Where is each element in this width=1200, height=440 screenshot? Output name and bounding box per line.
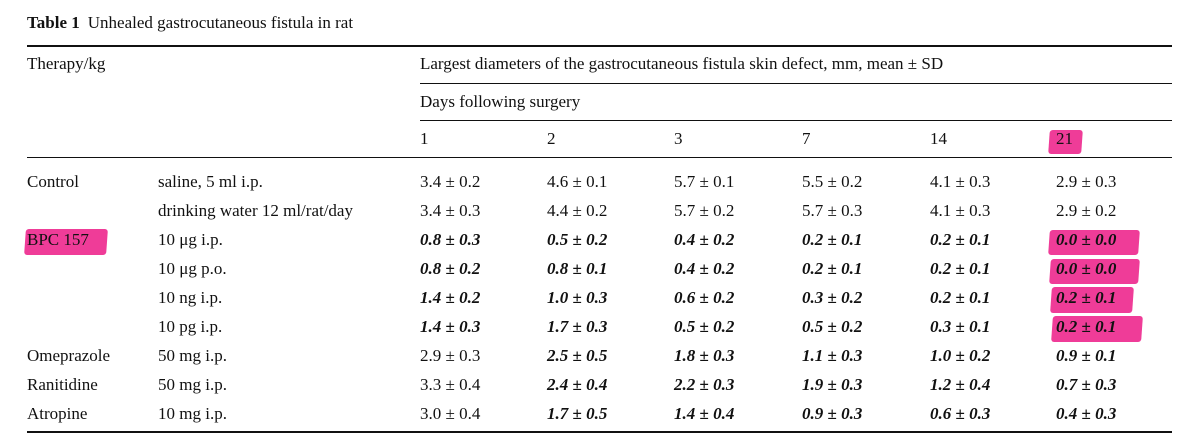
value-cell: 1.0 ± 0.3	[547, 288, 608, 307]
value-cell: 5.5 ± 0.2	[802, 172, 863, 191]
value-cell: 0.2 ± 0.1	[1056, 288, 1117, 307]
value-cell: 3.0 ± 0.4	[420, 404, 481, 423]
dose-label: 10 μg p.o.	[158, 259, 227, 278]
table-title: Unhealed gastrocutaneous fistula in rat	[87, 13, 354, 32]
group-label: BPC 157	[27, 230, 89, 249]
top-rule	[27, 45, 1172, 47]
days-rule	[420, 120, 1172, 121]
value-cell: 0.2 ± 0.1	[930, 230, 991, 249]
value-cell: 4.4 ± 0.2	[547, 201, 608, 220]
value-cell: 0.4 ± 0.2	[674, 230, 735, 249]
group-label: Control	[27, 172, 79, 191]
value-cell: 0.7 ± 0.3	[1056, 375, 1117, 394]
day-header-3: 3	[674, 129, 683, 148]
value-cell: 2.2 ± 0.3	[674, 375, 735, 394]
value-cell: 0.4 ± 0.3	[1056, 404, 1117, 423]
value-cell: 5.7 ± 0.3	[802, 201, 863, 220]
value-cell: 0.2 ± 0.1	[802, 230, 863, 249]
value-cell: 0.2 ± 0.1	[802, 259, 863, 278]
value-cell: 1.7 ± 0.5	[547, 404, 608, 423]
value-cell: 4.1 ± 0.3	[930, 172, 991, 191]
value-cell: 0.0 ± 0.0	[1056, 230, 1117, 249]
header-bottom-rule	[27, 157, 1172, 158]
day-header-1: 1	[420, 129, 429, 148]
value-cell: 0.6 ± 0.3	[930, 404, 991, 423]
dose-label: 50 mg i.p.	[158, 375, 227, 394]
value-cell: 0.4 ± 0.2	[674, 259, 735, 278]
dose-label: 10 mg i.p.	[158, 404, 227, 423]
value-cell: 1.4 ± 0.2	[420, 288, 481, 307]
value-cell: 5.7 ± 0.1	[674, 172, 735, 191]
dose-label: 10 ng i.p.	[158, 288, 223, 307]
value-cell: 1.4 ± 0.4	[674, 404, 735, 423]
table-label: Table 1	[27, 13, 80, 32]
dose-label: 50 mg i.p.	[158, 346, 227, 365]
value-cell: 2.9 ± 0.2	[1056, 201, 1117, 220]
measure-header: Largest diameters of the gastrocutaneous…	[420, 54, 944, 73]
measure-rule	[420, 83, 1172, 84]
value-cell: 0.9 ± 0.1	[1056, 346, 1117, 365]
value-cell: 1.7 ± 0.3	[547, 317, 608, 336]
value-cell: 0.2 ± 0.1	[1056, 317, 1117, 336]
value-cell: 0.3 ± 0.2	[802, 288, 863, 307]
value-cell: 1.4 ± 0.3	[420, 317, 481, 336]
dose-label: 10 μg i.p.	[158, 230, 223, 249]
value-cell: 0.0 ± 0.0	[1056, 259, 1117, 278]
value-cell: 4.1 ± 0.3	[930, 201, 991, 220]
value-cell: 5.7 ± 0.2	[674, 201, 735, 220]
value-cell: 1.8 ± 0.3	[674, 346, 735, 365]
table-caption: Table 1 Unhealed gastrocutaneous fistula …	[27, 13, 353, 33]
value-cell: 0.5 ± 0.2	[547, 230, 608, 249]
day-header-21: 21	[1056, 129, 1073, 148]
group-label: Ranitidine	[27, 375, 98, 394]
value-cell: 2.5 ± 0.5	[547, 346, 608, 365]
value-cell: 0.5 ± 0.2	[674, 317, 735, 336]
dose-label: saline, 5 ml i.p.	[158, 172, 263, 191]
value-cell: 3.4 ± 0.2	[420, 172, 481, 191]
value-cell: 0.6 ± 0.2	[674, 288, 735, 307]
value-cell: 4.6 ± 0.1	[547, 172, 608, 191]
value-cell: 0.2 ± 0.1	[930, 288, 991, 307]
value-cell: 3.4 ± 0.3	[420, 201, 481, 220]
bottom-rule	[27, 431, 1172, 433]
value-cell: 0.8 ± 0.1	[547, 259, 608, 278]
value-cell: 2.4 ± 0.4	[547, 375, 608, 394]
value-cell: 1.1 ± 0.3	[802, 346, 863, 365]
dose-label: 10 pg i.p.	[158, 317, 223, 336]
days-header: Days following surgery	[420, 92, 581, 111]
value-cell: 1.0 ± 0.2	[930, 346, 991, 365]
value-cell: 0.8 ± 0.2	[420, 259, 481, 278]
day-header-7: 7	[802, 129, 811, 148]
group-label: Atropine	[27, 404, 88, 423]
therapy-header: Therapy/kg	[27, 54, 106, 73]
value-cell: 0.8 ± 0.3	[420, 230, 481, 249]
value-cell: 1.9 ± 0.3	[802, 375, 863, 394]
value-cell: 0.3 ± 0.1	[930, 317, 991, 336]
value-cell: 3.3 ± 0.4	[420, 375, 481, 394]
value-cell: 2.9 ± 0.3	[1056, 172, 1117, 191]
value-cell: 2.9 ± 0.3	[420, 346, 481, 365]
day-header-2: 2	[547, 129, 556, 148]
value-cell: 0.5 ± 0.2	[802, 317, 863, 336]
value-cell: 1.2 ± 0.4	[930, 375, 991, 394]
value-cell: 0.9 ± 0.3	[802, 404, 863, 423]
day-header-14: 14	[930, 129, 947, 148]
dose-label: drinking water 12 ml/rat/day	[158, 201, 353, 220]
group-label: Omeprazole	[27, 346, 111, 365]
value-cell: 0.2 ± 0.1	[930, 259, 991, 278]
